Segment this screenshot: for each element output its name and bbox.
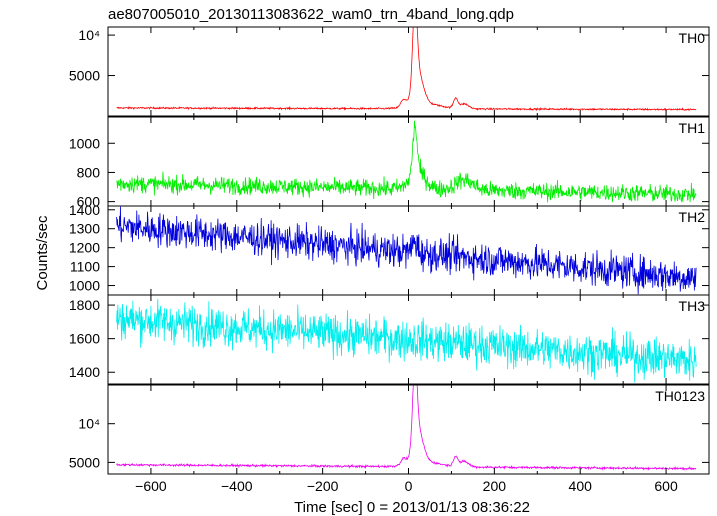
- y-tick-label: 10⁴: [78, 27, 100, 43]
- x-tick-label: 400: [569, 478, 593, 494]
- y-tick-label: 1100: [70, 259, 100, 275]
- chart-title: ae807005010_20130113083622_wam0_trn_4ban…: [108, 6, 514, 23]
- panel-label: TH1: [679, 120, 706, 136]
- x-tick-label: 600: [654, 478, 678, 494]
- x-tick-label: −200: [307, 478, 339, 494]
- y-tick-label: 1000: [69, 278, 100, 294]
- series-line-th2: [116, 206, 697, 295]
- x-axis-label: Time [sec] 0 = 2013/01/13 08:36:22: [294, 499, 530, 516]
- panel-th3: 1400 1600 1800 TH3: [69, 294, 710, 385]
- panel-frame: [107, 26, 710, 117]
- panel-th0: 5000 10⁴ TH0: [69, 26, 710, 117]
- x-tick-label: −400: [221, 478, 253, 494]
- panel-frame: [107, 116, 710, 207]
- y-tick-label: 1400: [69, 364, 100, 380]
- x-tick-label: 0: [405, 478, 413, 494]
- series-line-th3: [116, 299, 697, 383]
- panel-th0123: 5000 10⁴ TH0123: [69, 384, 710, 475]
- series-line-th0123: [116, 385, 697, 471]
- y-tick-label: 1800: [69, 297, 100, 313]
- y-tick-label: 1400: [69, 202, 100, 218]
- y-tick-label: 5000: [69, 454, 100, 470]
- y-tick-label: 600: [77, 194, 101, 210]
- x-tick-label: 200: [483, 478, 507, 494]
- y-tick-label: 1000: [69, 135, 100, 151]
- panel-label: TH2: [679, 209, 706, 225]
- series-line-th1: [116, 120, 697, 203]
- y-axis-label: Counts/sec: [34, 215, 51, 291]
- panel-label: TH3: [679, 298, 706, 314]
- panel-label: TH0123: [655, 388, 705, 404]
- y-tick-label: 1200: [69, 240, 100, 256]
- y-tick-label: 10⁴: [78, 416, 100, 432]
- panel-th2: 1000 1100 1200 1300 1400 TH2: [69, 202, 710, 296]
- panel-th1: 600 800 1000 TH1: [69, 116, 710, 210]
- panel-label: TH0: [679, 30, 706, 46]
- y-tick-label: 800: [77, 164, 101, 180]
- series-line-th0: [116, 27, 697, 112]
- y-tick-label: 1300: [69, 221, 100, 237]
- x-tick-label: −600: [135, 478, 167, 494]
- y-tick-label: 5000: [69, 68, 100, 84]
- y-tick-label: 1600: [69, 331, 100, 347]
- panel-frame: [107, 384, 710, 475]
